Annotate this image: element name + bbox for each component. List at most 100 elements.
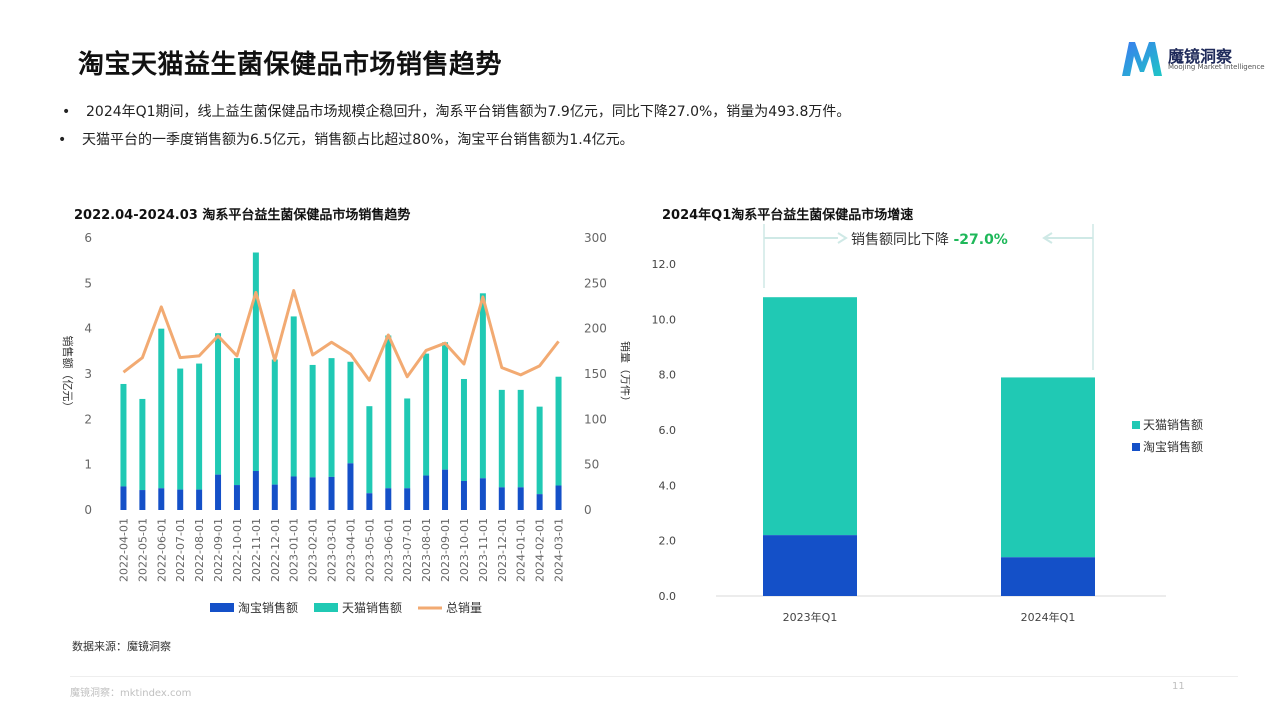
brand-logo: 魔镜洞察 Moojing Market Intelligence: [1120, 40, 1265, 78]
y2-tick-label: 250: [584, 276, 607, 290]
legend-swatch: [314, 603, 338, 612]
tmall-bar: [120, 383, 127, 487]
chart1-title: 2022.04-2024.03 淘系平台益生菌保健品市场销售趋势: [74, 208, 411, 223]
tmall-bar: [1001, 377, 1095, 558]
x-tick-label: 2022-10-01: [231, 518, 244, 582]
x-tick-label: 2024年Q1: [1021, 610, 1076, 624]
tmall-bar: [233, 358, 240, 486]
x-tick-label: 2022-07-01: [174, 518, 187, 582]
x-tick-label: 2023-10-01: [458, 518, 471, 582]
tmall-bar: [442, 342, 449, 470]
annotation-text: 销售额同比下降 -27.0%: [851, 232, 1008, 248]
y2-tick-label: 100: [584, 412, 607, 426]
tmall-bar: [423, 353, 430, 476]
tmall-bar: [404, 398, 411, 489]
bullet-item: • 天猫平台的一季度销售额为6.5亿元，销售额占比超过80%，淘宝平台销售额为1…: [50, 126, 846, 154]
taobao-bar: [290, 476, 297, 510]
y-tick-label: 4: [84, 322, 92, 336]
taobao-bar: [158, 488, 165, 510]
tmall-bar: [215, 333, 222, 475]
tmall-bar: [366, 406, 373, 494]
data-source: 数据来源：魔镜洞察: [72, 640, 171, 653]
y2-tick-label: 50: [584, 458, 599, 472]
x-tick-label: 2022-09-01: [212, 518, 225, 582]
taobao-bar: [215, 474, 222, 510]
x-tick-label: 2023-12-01: [496, 518, 509, 582]
trend-chart: 0 1 2 3 4 5 6 0 50 100 150 200 250 300 销售额（亿元） 销量（万件） 20…: [61, 231, 630, 615]
arrow-left-icon: [1042, 232, 1053, 244]
tmall-bar: [290, 316, 297, 477]
y-tick-label: 2.0: [659, 535, 677, 548]
x-tick-label: 2023-11-01: [477, 518, 490, 582]
y-tick-label: 2: [84, 412, 92, 426]
tmall-bar: [555, 376, 562, 486]
taobao-bar: [120, 486, 127, 510]
taobao-bar: [763, 535, 857, 596]
y-tick-label: 12.0: [652, 258, 677, 271]
x-tick-label: 2023-09-01: [439, 518, 452, 582]
x-tick-label: 2022-06-01: [155, 518, 168, 582]
tmall-bar: [498, 389, 505, 488]
x-tick-label: 2022-04-01: [117, 518, 130, 582]
y2-tick-label: 300: [584, 231, 607, 245]
taobao-bar: [328, 476, 335, 510]
tmall-bar: [460, 378, 467, 481]
logo-subtext: Moojing Market Intelligence: [1168, 63, 1265, 71]
taobao-bar: [479, 478, 486, 510]
y2-tick-label: 150: [584, 367, 607, 381]
taobao-bar: [404, 488, 411, 510]
y2-tick-label: 0: [584, 503, 592, 517]
annotation-label: 销售额同比下降: [851, 232, 953, 248]
x-tick-label: 2023-04-01: [344, 518, 357, 582]
legend-label: 淘宝销售额: [1143, 439, 1203, 454]
page-number: 11: [1172, 681, 1185, 692]
y-tick-label: 8.0: [659, 369, 677, 382]
page-title: 淘宝天猫益生菌保健品市场销售趋势: [78, 50, 503, 80]
tmall-bar: [536, 406, 543, 495]
legend-swatch: [1132, 421, 1140, 429]
y-tick-label: 6: [84, 231, 92, 245]
taobao-bar: [139, 490, 146, 510]
x-tick-label: 2022-11-01: [250, 518, 263, 582]
legend-label: 淘宝销售额: [238, 600, 298, 615]
taobao-bar: [460, 480, 467, 510]
legend-label: 天猫销售额: [1143, 417, 1203, 432]
y-tick-label: 3: [84, 367, 92, 381]
tmall-bar: [517, 389, 524, 488]
x-tick-label: 2023-06-01: [382, 518, 395, 582]
logo-text: 魔镜洞察: [1168, 47, 1233, 66]
x-tick-label: 2024-03-01: [553, 518, 566, 582]
taobao-bar: [233, 485, 240, 510]
x-tick-label: 2023年Q1: [783, 610, 838, 624]
tmall-bar: [328, 358, 335, 477]
tmall-bar: [158, 328, 165, 489]
bullet-text: 2024年Q1期间，线上益生菌保健品市场规模企稳回升，淘系平台销售额为7.9亿元…: [86, 104, 851, 120]
annotation-value: -27.0%: [953, 232, 1007, 248]
tmall-bar: [271, 359, 278, 485]
x-tick-label: 2022-08-01: [193, 518, 206, 582]
taobao-bar: [366, 493, 373, 510]
x-tick-label: 2022-05-01: [136, 518, 149, 582]
taobao-bar: [423, 475, 430, 510]
total-volume-line: [122, 289, 560, 382]
y2-axis-label: 销量（万件）: [619, 341, 630, 407]
y-tick-label: 5: [84, 276, 92, 290]
x-tick-label: 2023-03-01: [326, 518, 339, 582]
x-tick-label: 2024-01-01: [515, 518, 528, 582]
arrow-right-icon: [837, 232, 848, 244]
legend-label: 总销量: [446, 601, 482, 615]
y-tick-label: 4.0: [659, 479, 677, 492]
x-tick-label: 2023-05-01: [363, 518, 376, 582]
tmall-bar: [139, 398, 146, 491]
tmall-bar: [196, 363, 203, 490]
taobao-bar: [442, 469, 449, 510]
y-tick-label: 10.0: [652, 313, 677, 326]
tmall-bar: [763, 297, 857, 536]
tmall-bar: [347, 361, 354, 464]
tmall-bar: [177, 368, 184, 490]
bullet-dot: •: [58, 132, 67, 148]
y-tick-label: 6.0: [659, 424, 677, 437]
y-axis-label: 销售额（亿元）: [61, 336, 75, 413]
chart2-title: 2024年Q1淘系平台益生菌保健品市场增速: [662, 208, 914, 223]
taobao-bar: [536, 494, 543, 510]
